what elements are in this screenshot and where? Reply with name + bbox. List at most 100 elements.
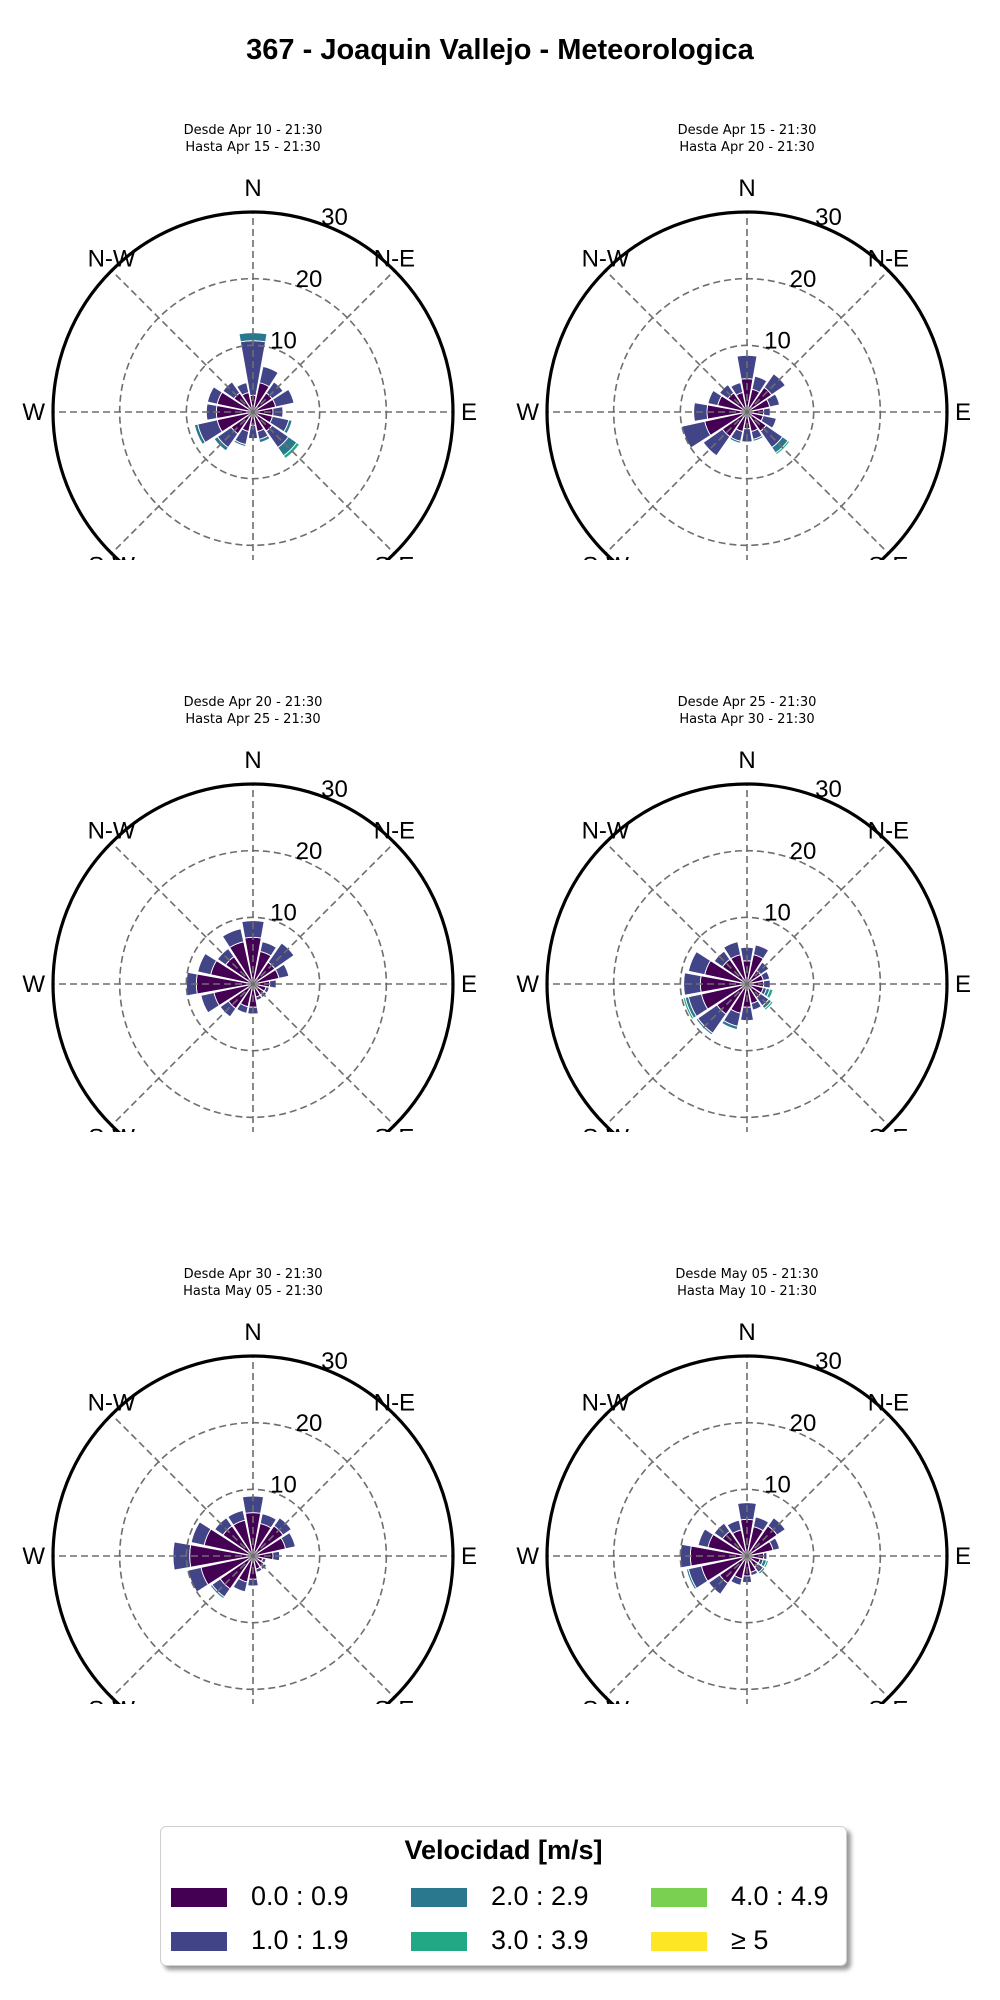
legend-swatch [411,1888,467,1907]
direction-gridline [252,411,395,554]
windrose-bar [273,1517,292,1536]
windrose-bar [268,979,277,989]
windrose-bar [197,952,218,976]
windrose-bar [236,382,250,396]
chart-main-title: 367 - Joaquin Vallejo - Meteorologica [246,34,754,66]
direction-label: S-E [868,1696,908,1704]
windrose-bar [214,1517,233,1536]
windrose-bar [768,1537,781,1551]
direction-label: N-E [374,246,415,273]
outer-circle [51,210,455,560]
direction-gridline [605,1414,748,1557]
radial-tick-label: 10 [270,327,297,354]
direction-label: N [244,747,261,774]
windrose-bar [193,423,206,445]
direction-label: E [955,1543,971,1570]
windrose-bar [730,382,744,396]
windrose-bar [767,1517,786,1536]
direction-label: E [955,971,971,998]
windrose-bar [206,386,223,405]
radial-tick-label: 20 [790,266,817,293]
legend-label: 4.0 : 4.9 [731,1881,829,1911]
windrose-bar [274,963,290,979]
legend-label: 2.0 : 2.9 [491,1881,589,1911]
direction-label: S-W [582,1124,629,1132]
direction-label: S-W [88,552,135,560]
direction-gridline [746,270,889,413]
windrose-bar [685,1568,698,1591]
subtitle-to: Hasta Apr 15 - 21:30 [185,140,321,155]
legend-swatch [651,1888,707,1907]
windrose-bar [762,979,771,989]
direction-gridline [605,842,748,985]
direction-label: S-W [582,1696,629,1704]
windrose-bar [205,403,218,421]
radial-tick-label: 30 [321,1348,348,1375]
radial-tick-label: 30 [815,776,842,803]
windrose-bar [283,419,293,435]
direction-gridline [252,270,395,413]
direction-label: N-W [582,818,630,845]
legend-title: Velocidad [m/s] [404,1835,603,1865]
direction-label: N-W [88,818,136,845]
direction-gridline [111,1414,254,1557]
outer-circle [51,1354,455,1704]
direction-gridline [746,1555,889,1698]
windrose-bar [233,439,247,448]
windrose-panel: Desde Apr 25 - 21:30 Hasta Apr 30 - 21:3… [502,572,992,1132]
direction-gridline [252,983,395,1126]
windrose-bar [260,1557,267,1564]
direction-label: S-E [868,552,908,560]
windrose-bar [707,389,723,407]
windrose-bar [763,1000,774,1011]
direction-label: S-E [374,1124,414,1132]
windrose-bar [723,941,742,960]
direction-gridline [605,1555,748,1698]
windrose-bar [760,970,771,981]
windrose-bar [757,1566,766,1575]
windrose-bar [721,1019,739,1031]
windrose-bar [750,1000,762,1011]
windrose-bar [238,332,268,343]
panel-subtitle: Desde Apr 15 - 21:30 Hasta Apr 20 - 21:3… [502,122,992,156]
outer-circle [545,1354,949,1704]
direction-gridline [746,983,889,1126]
direction-label: N [738,1319,755,1346]
windrose-bar [726,1519,742,1535]
radial-tick-label: 10 [764,899,791,926]
direction-label: N [244,175,261,202]
windrose-bar [255,994,263,1001]
radial-tick-label: 10 [764,327,791,354]
legend-swatch [171,1888,227,1907]
radial-tick-label: 30 [321,204,348,231]
windrose-panel: Desde Apr 15 - 21:30 Hasta Apr 20 - 21:3… [502,0,992,560]
windrose-bar [762,407,771,417]
direction-label: S-W [88,1696,135,1704]
windrose-bar [751,375,768,393]
direction-gridline [746,842,889,985]
direction-label: S-E [868,1124,908,1132]
radial-tick-label: 20 [296,1410,323,1437]
windrose-panel: Desde May 05 - 21:30 Hasta May 10 - 21:3… [502,1144,992,1704]
direction-label: S-W [88,1124,135,1132]
direction-label: W [516,1543,539,1570]
subtitle-to: Hasta Apr 30 - 21:30 [679,712,815,727]
legend: Velocidad [m/s] 0.0 : 0.9 1.0 : 1.9 2.0 … [160,1826,847,1966]
windrose-bar [763,1559,770,1569]
direction-label: N [244,1319,261,1346]
direction-label: S-W [582,552,629,560]
windrose-bar [687,951,712,976]
windrose-bar [272,388,295,408]
windrose-bar [740,1006,754,1022]
subtitle-from: Desde May 05 - 21:30 [675,1267,819,1282]
direction-label: N-E [868,246,909,273]
direction-label: N-E [374,1390,415,1417]
direction-label: N [738,175,755,202]
panel-subtitle: Desde Apr 30 - 21:30 Hasta May 05 - 21:3… [8,1266,498,1300]
direction-label: W [516,399,539,426]
windrose-bar [697,1528,714,1548]
direction-gridline [605,411,748,554]
windrose-bar [241,920,265,939]
